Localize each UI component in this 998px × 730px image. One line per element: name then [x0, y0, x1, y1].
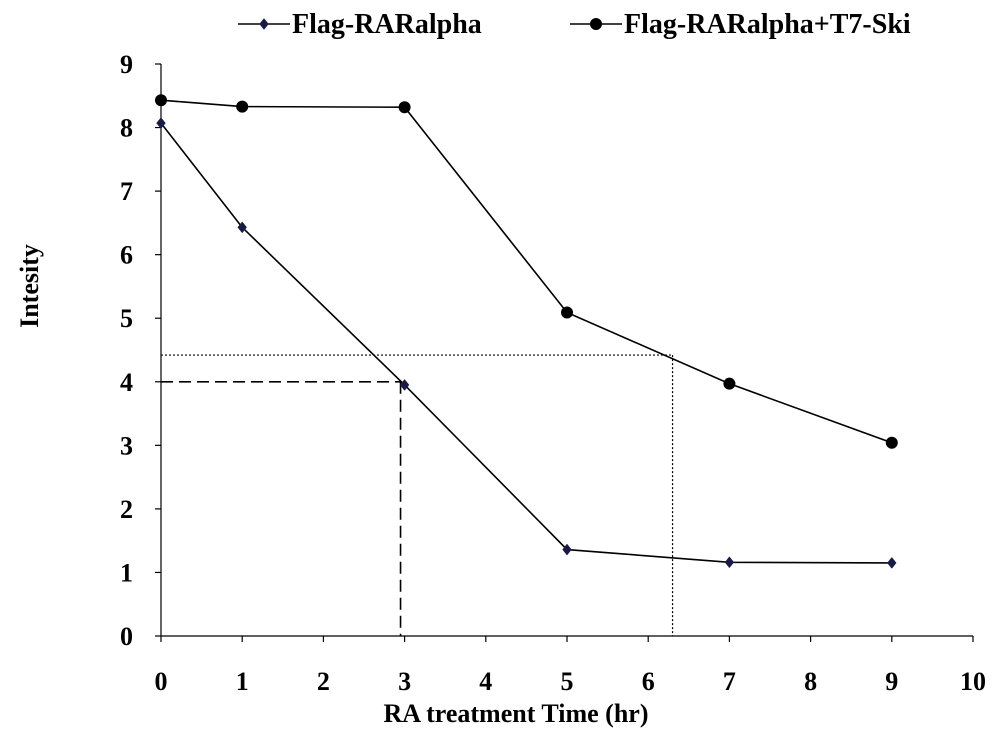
legend-label: Flag-RARalpha [292, 9, 482, 40]
x-tick-label: 4 [479, 667, 492, 696]
data-point [156, 117, 166, 130]
x-tick-label: 6 [642, 667, 655, 696]
y-tick-label: 7 [120, 177, 133, 206]
x-tick-label: 0 [155, 667, 168, 696]
x-tick-label: 2 [317, 667, 330, 696]
y-tick-label: 2 [120, 495, 133, 524]
y-axis-title: Intesity [15, 244, 44, 328]
x-tick-label: 5 [561, 667, 574, 696]
legend: Flag-RARalpha Flag-RARalpha+T7-Ski [238, 9, 911, 40]
x-tick-label: 7 [723, 667, 736, 696]
x-tick-label: 1 [236, 667, 249, 696]
reference-lines [161, 354, 674, 636]
data-point [562, 543, 572, 556]
x-tick-label: 10 [960, 667, 986, 696]
data-point [723, 377, 736, 390]
y-tick-label: 1 [120, 558, 133, 587]
y-tick-label: 5 [120, 304, 133, 333]
legend-item-2: Flag-RARalpha+T7-Ski [570, 9, 911, 40]
legend-label: Flag-RARalpha+T7-Ski [624, 9, 911, 40]
series-layer [155, 94, 898, 569]
x-tick-label: 3 [398, 667, 411, 696]
x-tick-label: 9 [885, 667, 898, 696]
data-point [155, 94, 167, 107]
axes: 0 1 2 3 4 5 6 7 8 9 0 1 2 3 4 5 6 7 8 9 10 [120, 50, 986, 696]
series-line [160, 99, 893, 444]
y-tick-label: 0 [120, 622, 133, 651]
y-tick-label: 8 [120, 114, 133, 143]
diamond-marker-icon [259, 18, 269, 30]
circle-marker-icon [590, 18, 602, 30]
y-tick-label: 6 [120, 241, 133, 270]
data-point [236, 100, 249, 113]
y-tick-label: 9 [120, 50, 133, 79]
x-axis-title: RA treatment Time (hr) [383, 699, 648, 728]
data-point [887, 557, 897, 569]
data-point [885, 436, 898, 449]
data-point [561, 306, 573, 319]
data-point [237, 221, 247, 234]
y-tick-label: 3 [120, 431, 133, 460]
data-point [724, 556, 735, 569]
series-2 [155, 94, 898, 449]
data-point [399, 379, 410, 391]
legend-item-1: Flag-RARalpha [238, 9, 482, 40]
series-1 [156, 117, 897, 569]
x-tick-label: 8 [804, 667, 817, 696]
series-line [160, 122, 892, 564]
data-point [398, 101, 411, 114]
y-tick-label: 4 [120, 368, 133, 397]
